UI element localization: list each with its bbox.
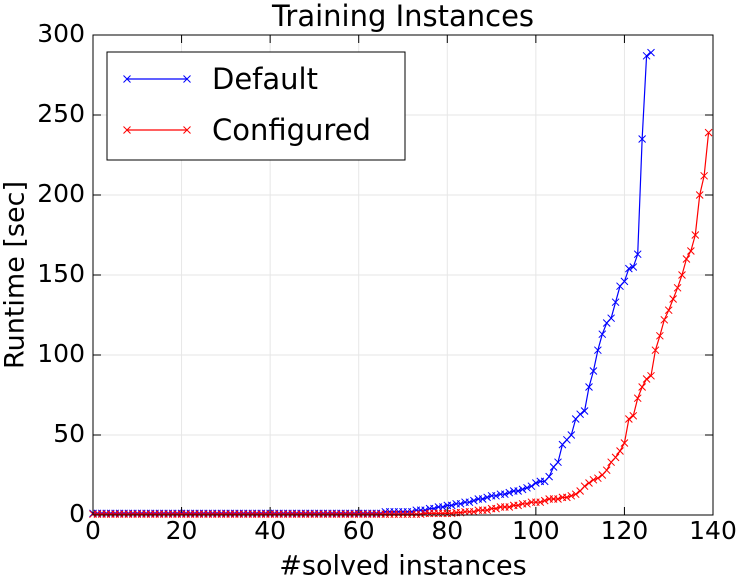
marker: [642, 375, 651, 383]
marker: [620, 277, 629, 286]
marker: [540, 496, 549, 505]
marker: [456, 499, 465, 508]
marker: [563, 493, 571, 502]
marker: [651, 346, 660, 355]
marker: [505, 488, 514, 497]
marker: [523, 483, 531, 492]
y-tick-label: 0: [69, 499, 85, 528]
x-tick-label: 0: [85, 516, 101, 545]
marker: [620, 439, 629, 447]
marker: [483, 493, 491, 502]
marker: [664, 306, 673, 315]
marker: [514, 487, 522, 495]
x-tick-label: 100: [512, 516, 560, 545]
chart-title: Training Instances: [271, 0, 534, 33]
marker: [536, 498, 545, 507]
marker: [585, 479, 593, 487]
marker: [580, 482, 589, 491]
x-tick-label: 80: [431, 516, 463, 545]
marker: [594, 346, 602, 355]
legend-marker: [183, 75, 191, 83]
marker: [527, 482, 536, 491]
marker: [673, 283, 682, 292]
y-tick-label: 100: [37, 339, 85, 368]
marker: [532, 479, 540, 487]
y-axis-label: Runtime [sec]: [0, 181, 31, 369]
marker: [554, 495, 562, 503]
marker: [483, 506, 491, 515]
marker: [580, 407, 589, 415]
y-tick-label: 50: [53, 419, 85, 448]
legend-marker: [123, 75, 131, 83]
marker: [669, 295, 677, 303]
marker: [642, 51, 651, 60]
marker: [439, 503, 447, 511]
marker: [598, 330, 607, 339]
marker: [501, 490, 509, 499]
marker: [616, 447, 624, 455]
marker: [567, 491, 576, 500]
marker: [518, 485, 527, 494]
marker: [523, 499, 531, 508]
marker: [571, 490, 580, 499]
legend-label: Configured: [212, 113, 371, 147]
marker: [660, 315, 669, 324]
marker: [602, 466, 611, 475]
marker: [625, 415, 633, 423]
x-tick-label: 60: [343, 516, 375, 545]
y-tick-label: 150: [37, 259, 85, 288]
x-tick-label: 40: [254, 516, 286, 545]
marker: [625, 264, 633, 273]
marker: [691, 231, 700, 239]
marker: [492, 504, 500, 513]
marker: [589, 367, 598, 375]
y-tick-label: 200: [37, 179, 85, 208]
legend-marker: [183, 126, 191, 134]
marker: [470, 496, 478, 505]
marker: [545, 472, 553, 481]
marker: [633, 250, 642, 259]
marker: [611, 453, 620, 462]
marker: [470, 507, 478, 516]
legend-label: Default: [212, 62, 318, 96]
marker: [594, 474, 602, 483]
marker: [629, 263, 638, 271]
marker: [647, 371, 655, 380]
marker: [514, 501, 522, 510]
marker: [607, 314, 615, 323]
marker: [700, 171, 708, 180]
marker: [554, 458, 562, 467]
marker: [638, 135, 646, 143]
marker: [478, 495, 487, 503]
marker: [492, 491, 500, 500]
y-tick-label: 300: [37, 19, 85, 48]
x-tick-label: 120: [601, 516, 649, 545]
legend-marker: [123, 126, 131, 134]
marker: [682, 255, 691, 263]
marker: [695, 191, 704, 199]
marker: [505, 503, 514, 511]
marker: [633, 394, 642, 403]
marker: [656, 331, 664, 340]
marker: [638, 383, 646, 391]
x-tick-label: 140: [689, 516, 737, 545]
marker: [611, 298, 620, 307]
marker: [589, 475, 598, 484]
marker: [576, 410, 584, 419]
plot-frame: [92, 34, 714, 516]
x-axis-label: #solved instances: [279, 551, 526, 582]
x-tick-label: 20: [166, 516, 198, 545]
legend-box: [106, 51, 406, 161]
marker: [687, 247, 695, 255]
marker: [647, 48, 655, 57]
marker: [567, 431, 576, 439]
marker: [447, 501, 456, 510]
y-tick-label: 250: [37, 99, 85, 128]
marker: [585, 383, 593, 391]
marker: [629, 411, 638, 420]
marker: [704, 128, 713, 137]
marker: [465, 498, 474, 507]
marker: [678, 271, 686, 279]
